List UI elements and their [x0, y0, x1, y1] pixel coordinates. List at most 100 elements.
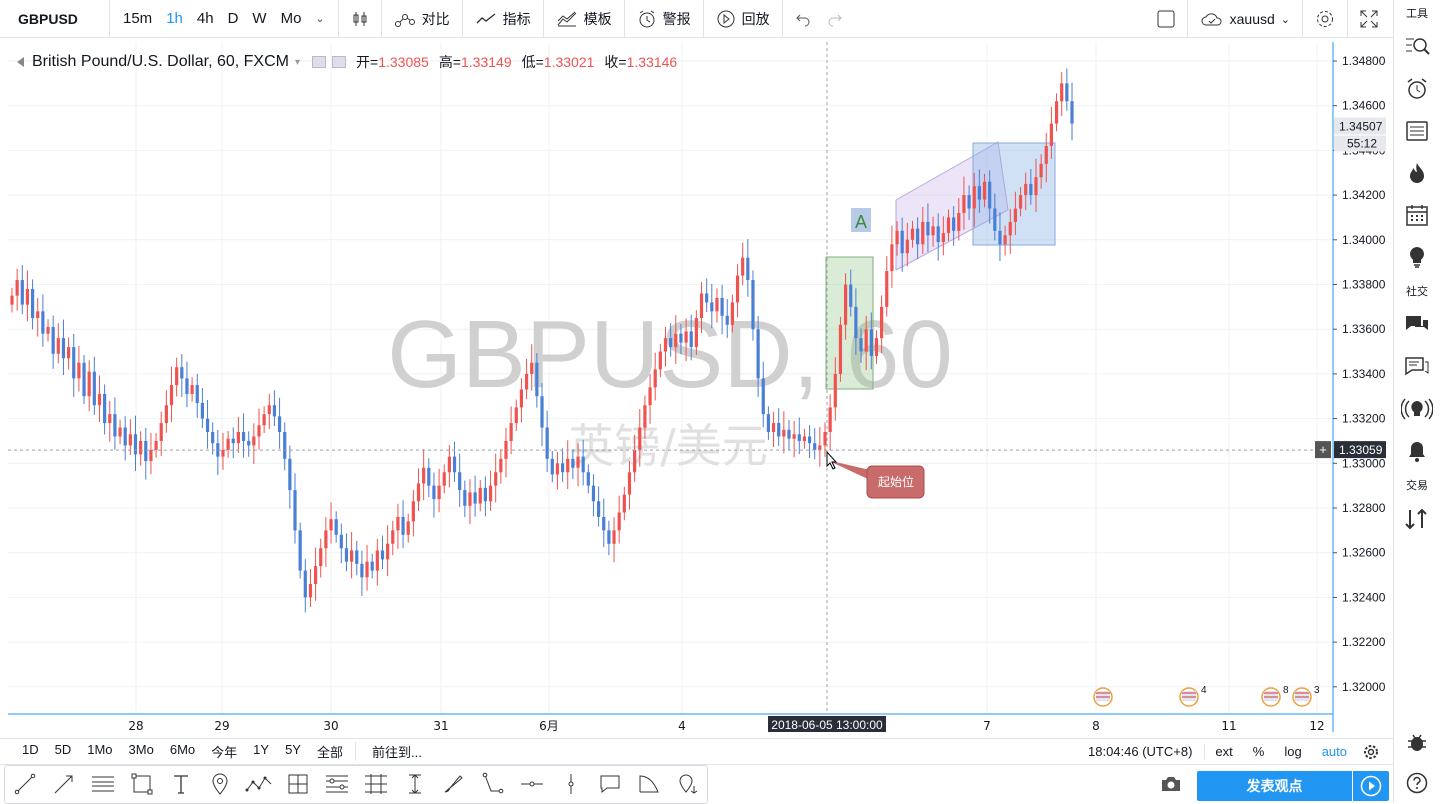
symbol-search[interactable]: GBPUSD [0, 0, 110, 38]
horizontal-lines-tool[interactable] [83, 766, 122, 803]
gann-tool[interactable] [356, 766, 395, 803]
pin-tool[interactable] [200, 766, 239, 803]
candle-body [365, 562, 368, 578]
horizontal-ray-tool[interactable] [512, 766, 551, 803]
range-5y[interactable]: 5Y [277, 742, 309, 761]
top-toolbar: GBPUSD 15m 1h 4h D W Mo ⌄ 对比 指标 模板 警报 回放 [0, 0, 1393, 38]
callout-tool[interactable] [590, 766, 629, 803]
publish-play-button[interactable] [1353, 771, 1389, 801]
chart-area[interactable]: GBPUSD, 60英镑/美元A起始位1.348001.346001.34400… [8, 42, 1393, 732]
publish-idea-button[interactable]: 发表观点 [1197, 771, 1352, 801]
goto-date-button[interactable]: 前往到... [355, 742, 430, 761]
candle-body [561, 463, 564, 472]
anchored-note-tool[interactable] [668, 766, 707, 803]
range-3mo[interactable]: 3Mo [121, 742, 162, 761]
candle-body [26, 289, 29, 305]
fib-tool[interactable] [317, 766, 356, 803]
watchlist-button[interactable] [1394, 26, 1440, 68]
angle-tool[interactable] [473, 766, 512, 803]
legend-visibility-icon[interactable] [312, 56, 326, 68]
rectangle-tool[interactable] [122, 766, 161, 803]
timeframe-4h[interactable]: 4h [190, 10, 221, 27]
collapse-legend-icon[interactable] [16, 56, 26, 68]
range-ytd[interactable]: 今年 [203, 742, 245, 761]
range-1y[interactable]: 1Y [245, 742, 277, 761]
right-sidebar: 工具 社交 交易 [1393, 0, 1440, 803]
range-5d[interactable]: 5D [47, 742, 80, 761]
timeframe-w[interactable]: W [245, 10, 273, 27]
timeframe-15m[interactable]: 15m [116, 10, 159, 27]
templates-button[interactable]: 模板 [543, 0, 624, 38]
hotlist-button[interactable] [1394, 152, 1440, 194]
notifications-button[interactable] [1394, 430, 1440, 472]
calendar-button[interactable] [1394, 194, 1440, 236]
broadcast-icon [1401, 397, 1433, 421]
indicators-button[interactable]: 指标 [462, 0, 543, 38]
candle-body [67, 347, 70, 358]
chat-button[interactable] [1394, 304, 1440, 346]
debug-button[interactable] [1394, 721, 1440, 763]
timeframe-dropdown-icon[interactable]: ⌄ [308, 12, 331, 25]
trading-panel-button[interactable] [1394, 498, 1440, 540]
account-dropdown-icon[interactable]: ⌄ [1281, 13, 1290, 26]
position-tool[interactable] [278, 766, 317, 803]
candle-body [731, 302, 734, 324]
candle-body [278, 416, 281, 432]
candle-body [921, 222, 924, 244]
log-toggle[interactable]: log [1274, 744, 1311, 759]
clock[interactable]: 18:04:46 (UTC+8) [1076, 744, 1204, 759]
undo-button[interactable] [782, 0, 855, 38]
range-6mo[interactable]: 6Mo [162, 742, 203, 761]
percent-toggle[interactable]: % [1243, 744, 1275, 759]
top-right-controls: xauusd ⌄ [1145, 0, 1393, 38]
replay-button[interactable]: 回放 [703, 0, 782, 38]
ideas-button[interactable] [1394, 236, 1440, 278]
scale-settings-button[interactable] [1357, 744, 1393, 760]
help-button[interactable] [1394, 763, 1440, 803]
timeframe-mo[interactable]: Mo [274, 10, 309, 27]
candle-body [957, 213, 960, 231]
candlestick-chart[interactable]: GBPUSD, 60英镑/美元A起始位1.348001.346001.34400… [8, 42, 1393, 732]
timeframe-1h[interactable]: 1h [159, 10, 190, 27]
alert-button[interactable]: 警报 [624, 0, 703, 38]
cloud-layout-button[interactable]: xauusd ⌄ [1187, 0, 1302, 38]
data-window-button[interactable] [1394, 110, 1440, 152]
public-chat-button[interactable] [1394, 346, 1440, 388]
fullscreen-button[interactable] [1347, 0, 1393, 38]
trend-line-tool[interactable] [5, 766, 44, 803]
time-tick-label: 29 [214, 719, 229, 732]
compare-button[interactable]: 对比 [381, 0, 462, 38]
range-1mo[interactable]: 1Mo [79, 742, 120, 761]
auto-toggle[interactable]: auto [1312, 744, 1357, 759]
text-tool[interactable] [161, 766, 200, 803]
settings-button[interactable] [1302, 0, 1347, 38]
brush-tool[interactable] [434, 766, 473, 803]
candle-body [427, 468, 430, 486]
event-count-label: 4 [1201, 685, 1207, 696]
candle-body [1029, 184, 1032, 195]
screenshot-button[interactable] [1151, 775, 1191, 793]
range-1d[interactable]: 1D [14, 742, 47, 761]
legend-title[interactable]: British Pound/U.S. Dollar, 60, FXCM [32, 53, 289, 71]
curve-tool[interactable] [629, 766, 668, 803]
replay-label: 回放 [742, 9, 770, 29]
candle-body [870, 329, 873, 356]
streams-button[interactable] [1394, 388, 1440, 430]
chart-type-button[interactable] [338, 0, 381, 38]
event-count-label: 8 [1283, 685, 1289, 696]
pattern-tool[interactable] [239, 766, 278, 803]
timeframe-d[interactable]: D [221, 10, 246, 27]
redo-icon[interactable] [827, 11, 843, 27]
alerts-panel-button[interactable] [1394, 68, 1440, 110]
arrow-tool[interactable] [44, 766, 83, 803]
candle-body [386, 544, 389, 560]
date-range-tool[interactable] [395, 766, 434, 803]
vertical-line-tool[interactable] [551, 766, 590, 803]
range-all[interactable]: 全部 [309, 742, 351, 761]
legend-dropdown-icon[interactable]: ▾ [295, 57, 300, 68]
candle-body [154, 441, 157, 450]
ext-toggle[interactable]: ext [1204, 744, 1242, 759]
legend-settings-icon[interactable] [332, 56, 346, 68]
fullscreen-layout-button[interactable] [1145, 0, 1187, 38]
candle-body [319, 548, 322, 566]
